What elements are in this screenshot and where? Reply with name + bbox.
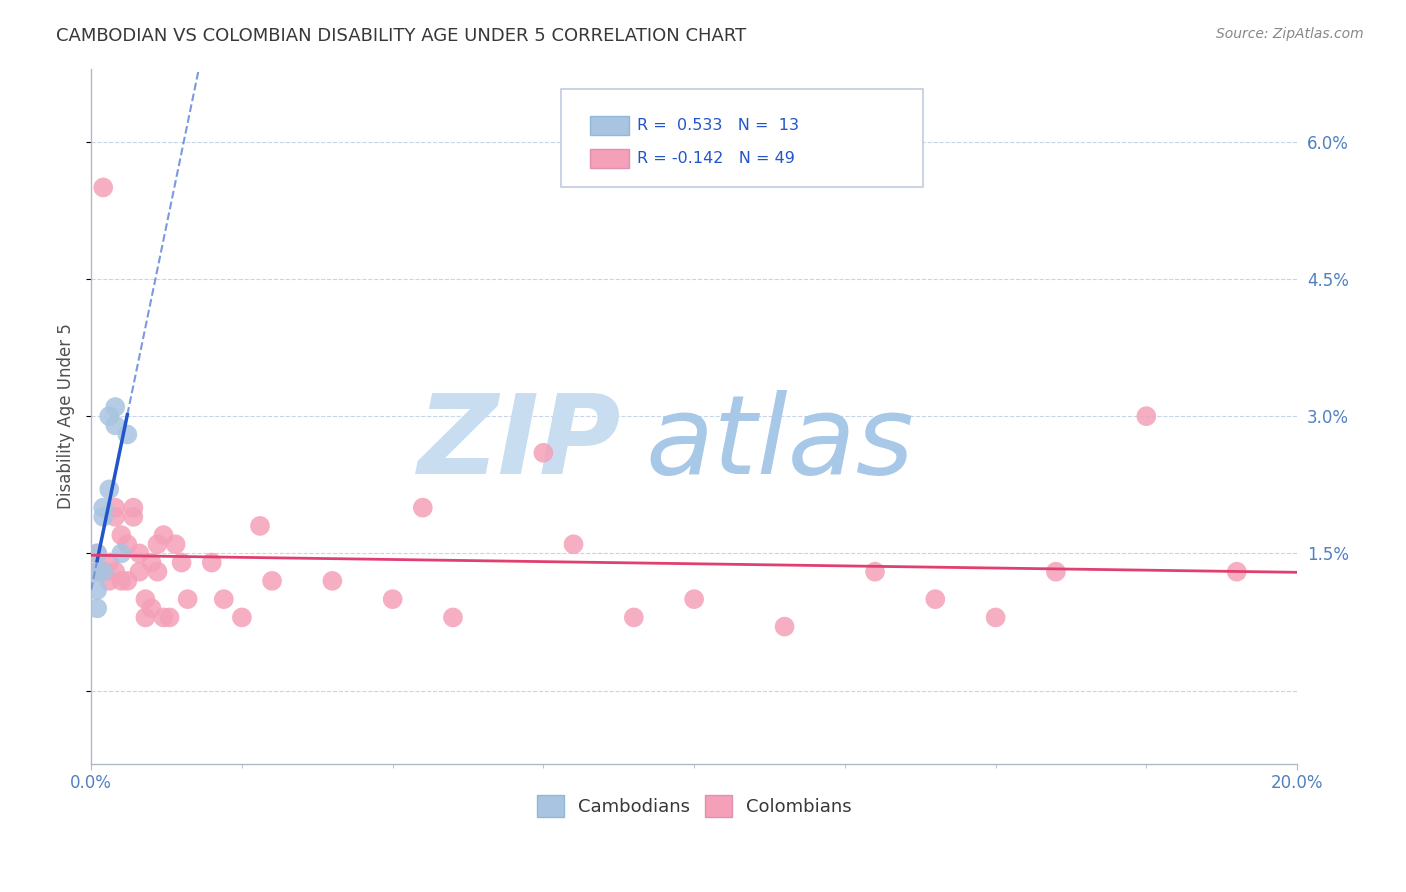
Point (441, 610, 464, 624)
Point (1045, 565, 1067, 579)
Point (152, 610, 174, 624)
Point (321, 574, 343, 588)
Point (773, 619, 796, 633)
Point (98, 574, 121, 588)
Point (86, 565, 108, 579)
Point (231, 610, 253, 624)
FancyBboxPatch shape (591, 117, 628, 136)
Point (117, 537, 139, 551)
Point (134, 592, 156, 607)
Legend: Cambodians, Colombians: Cambodians, Colombians (529, 788, 859, 824)
Point (117, 427, 139, 442)
Point (562, 537, 585, 551)
Point (128, 546, 150, 560)
Point (98, 483, 121, 497)
Point (86, 565, 108, 579)
Point (91, 565, 114, 579)
Point (98, 556, 121, 570)
Point (110, 574, 132, 588)
Point (146, 537, 169, 551)
Point (110, 546, 132, 560)
Point (86, 546, 108, 560)
Point (531, 446, 554, 460)
Point (110, 528, 132, 542)
Point (412, 500, 434, 515)
Point (104, 500, 127, 515)
Point (122, 500, 145, 515)
Point (924, 592, 946, 607)
Point (104, 565, 127, 579)
Point (141, 601, 163, 615)
Text: R =  0.533   N =  13: R = 0.533 N = 13 (637, 118, 800, 133)
Point (98, 409, 121, 424)
Point (91, 565, 114, 579)
Point (201, 556, 224, 570)
Point (1226, 565, 1249, 579)
Point (863, 565, 886, 579)
Point (146, 565, 169, 579)
Point (128, 565, 150, 579)
Point (86, 582, 108, 597)
Point (984, 610, 1007, 624)
Point (104, 400, 127, 414)
Point (91, 509, 114, 524)
Point (159, 610, 181, 624)
Point (134, 610, 156, 624)
Point (212, 592, 235, 607)
Point (1135, 409, 1157, 424)
Point (86, 546, 108, 560)
Point (122, 509, 145, 524)
Text: R = -0.142   N = 49: R = -0.142 N = 49 (637, 151, 796, 166)
Text: ZIP: ZIP (418, 391, 621, 498)
Text: Source: ZipAtlas.com: Source: ZipAtlas.com (1216, 27, 1364, 41)
Point (104, 418, 127, 433)
Point (104, 509, 127, 524)
Point (86, 601, 108, 615)
Point (260, 574, 283, 588)
Point (141, 556, 163, 570)
Point (381, 592, 404, 607)
Y-axis label: Disability Age Under 5: Disability Age Under 5 (58, 323, 75, 509)
Point (91, 500, 114, 515)
Point (152, 528, 174, 542)
Text: atlas: atlas (645, 391, 914, 498)
FancyBboxPatch shape (591, 149, 628, 168)
Point (176, 592, 198, 607)
Point (683, 592, 706, 607)
Point (91, 180, 114, 194)
Point (170, 556, 193, 570)
Point (249, 519, 271, 533)
Text: CAMBODIAN VS COLOMBIAN DISABILITY AGE UNDER 5 CORRELATION CHART: CAMBODIAN VS COLOMBIAN DISABILITY AGE UN… (56, 27, 747, 45)
Point (165, 537, 187, 551)
Point (623, 610, 645, 624)
Point (117, 574, 139, 588)
FancyBboxPatch shape (561, 89, 924, 186)
